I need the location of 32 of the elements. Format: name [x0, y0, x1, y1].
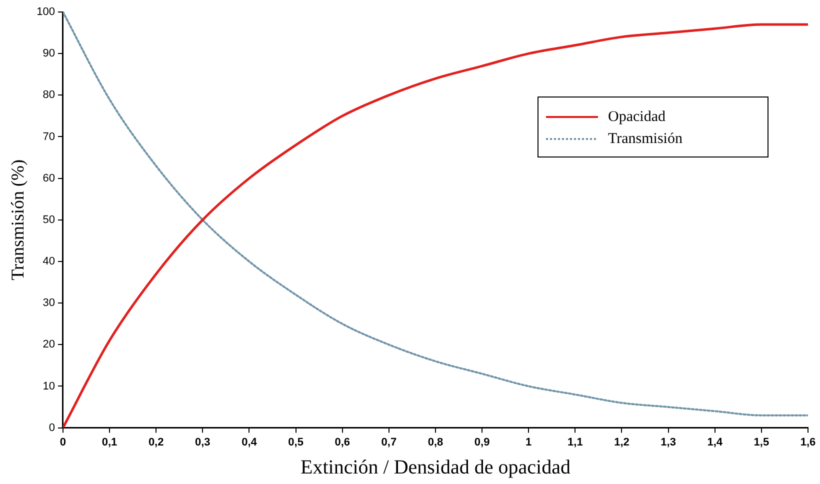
legend-label: Opacidad — [608, 108, 666, 125]
x-tick-label: 0,2 — [148, 436, 164, 448]
y-tick-label: 20 — [42, 338, 55, 351]
x-tick-label: 1,1 — [568, 436, 583, 448]
x-tick-label: 1 — [526, 436, 532, 448]
x-tick-label: 1,6 — [800, 436, 816, 448]
y-tick-label: 10 — [42, 380, 55, 392]
y-tick-label: 60 — [42, 172, 55, 184]
y-tick-label: 50 — [42, 214, 55, 226]
x-tick-label: 1,4 — [707, 436, 724, 448]
x-tick-label: 0,7 — [381, 436, 397, 448]
x-tick-label: 1,5 — [754, 436, 770, 448]
x-tick-label: 0,1 — [102, 436, 118, 448]
y-tick-label: 40 — [42, 256, 55, 268]
x-tick-label: 0,3 — [195, 436, 210, 448]
y-axis-title: Transmisión (%) — [8, 159, 28, 280]
y-tick-label: 0 — [48, 422, 55, 434]
x-tick-label: 0,9 — [474, 436, 490, 448]
x-tick-label: 0 — [60, 436, 66, 448]
y-tick-label: 100 — [36, 6, 55, 18]
y-tick-label: 70 — [42, 130, 55, 143]
x-tick-label: 0,6 — [334, 436, 350, 448]
legend-label: Transmisión — [608, 130, 683, 147]
x-tick-label: 0,8 — [428, 436, 444, 448]
y-tick-label: 30 — [42, 297, 55, 310]
y-tick-label: 90 — [42, 48, 55, 60]
x-tick-label: 1,3 — [660, 436, 676, 448]
x-tick-label: 0,4 — [242, 436, 258, 448]
y-tick-label: 80 — [42, 89, 55, 102]
x-tick-label: 1,2 — [614, 436, 630, 448]
x-axis-title: Extinción / Densidad de opacidad — [300, 456, 570, 478]
x-tick-label: 0,5 — [288, 436, 304, 448]
